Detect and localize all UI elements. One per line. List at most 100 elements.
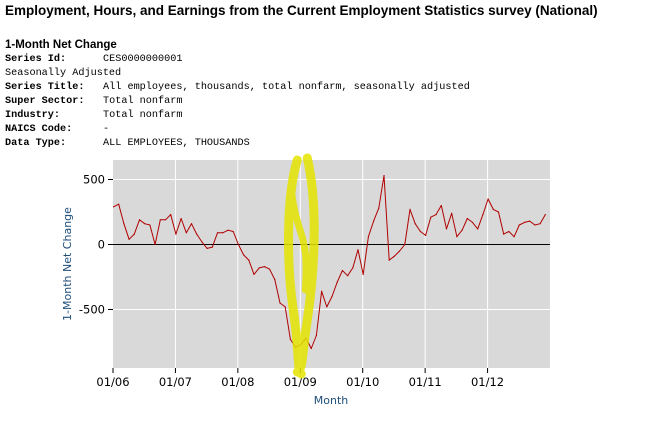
x-tick-label: 01/11: [409, 375, 442, 389]
data-point: [466, 217, 468, 220]
data-point: [175, 233, 177, 235]
series-line: [113, 175, 546, 349]
data-point: [149, 224, 151, 226]
data-point: [201, 241, 203, 243]
plot-area: [113, 160, 550, 368]
industry-row: Industry: Total nonfarm: [5, 109, 470, 123]
data-type-label: Data Type:: [5, 138, 67, 149]
data-point: [237, 243, 239, 246]
naics-code-label: NAICS Code:: [5, 124, 73, 135]
data-point: [487, 198, 489, 200]
data-point: [170, 214, 172, 216]
x-tick-label: 01/09: [284, 375, 317, 389]
data-point: [445, 228, 448, 230]
data-point: [482, 214, 484, 216]
data-point: [523, 221, 526, 223]
data-point: [253, 273, 255, 275]
data-point: [409, 208, 411, 210]
data-point: [497, 211, 500, 213]
data-point: [492, 208, 494, 210]
adjustment-row: Seasonally Adjusted: [5, 67, 470, 81]
data-point: [373, 220, 375, 222]
data-point: [315, 334, 317, 337]
adjustment-text: Seasonally Adjusted: [5, 68, 122, 79]
data-point: [128, 238, 130, 240]
data-point: [263, 266, 265, 268]
data-point: [347, 275, 349, 277]
data-point: [206, 247, 208, 249]
data-point: [477, 228, 479, 230]
data-point: [144, 223, 146, 225]
data-point: [388, 259, 390, 261]
super-sector-label: Super Sector:: [5, 96, 85, 107]
data-point: [471, 221, 474, 223]
highlight-stroke: [287, 186, 310, 294]
data-point: [222, 232, 224, 234]
data-point: [196, 233, 198, 235]
data-point: [138, 219, 141, 221]
data-point: [180, 217, 182, 220]
data-point: [159, 219, 161, 221]
data-point: [336, 281, 338, 283]
data-point: [404, 243, 406, 246]
data-point: [503, 233, 505, 235]
data-point: [508, 230, 510, 233]
data-point: [284, 306, 286, 308]
naics-code-value: -: [103, 124, 110, 135]
data-point: [274, 279, 276, 281]
y-tick-label: -500: [79, 303, 105, 317]
data-point: [456, 236, 458, 238]
series-title-row: Series Title: All employees, thousands, t…: [5, 81, 470, 95]
data-point: [112, 206, 115, 208]
data-point: [529, 220, 531, 222]
data-point: [118, 203, 120, 205]
data-point: [513, 236, 515, 238]
data-point: [393, 255, 396, 257]
gridlines: [113, 160, 550, 368]
data-point: [268, 268, 271, 270]
highlight-annotation: [284, 153, 319, 379]
data-point: [216, 232, 219, 234]
data-point: [518, 224, 520, 226]
data-point: [378, 207, 380, 209]
data-point: [279, 302, 281, 304]
data-point: [211, 246, 213, 248]
data-point: [399, 250, 401, 252]
y-axis: 500 0 -500: [79, 173, 113, 317]
super-sector-row: Super Sector: Total nonfarm: [5, 95, 470, 109]
y-tick-label: 500: [83, 173, 105, 187]
x-tick-label: 01/10: [346, 375, 379, 389]
data-point: [362, 273, 364, 275]
data-point: [185, 232, 187, 234]
data-point: [425, 234, 427, 236]
series-id-label: Series Id:: [5, 54, 67, 65]
industry-value: Total nonfarm: [103, 110, 183, 121]
data-point: [430, 216, 432, 218]
data-point: [154, 243, 156, 246]
data-point: [164, 219, 167, 221]
data-point: [320, 290, 323, 292]
data-point: [419, 230, 422, 233]
data-point: [227, 229, 229, 231]
x-axis-label: Month: [314, 394, 349, 407]
data-point: [190, 223, 193, 225]
data-point: [367, 236, 370, 238]
net-change-chart: 500 0 -500 01/06 01/07 01/08 01/09 01/10 01/11 0…: [61, 153, 550, 407]
industry-label: Industry:: [5, 110, 61, 121]
y-tick-label: 0: [98, 238, 105, 252]
data-point: [440, 204, 442, 207]
series-points: [112, 175, 546, 350]
data-point: [534, 224, 536, 226]
data-point: [461, 229, 463, 231]
x-tick-label: 01/06: [96, 375, 129, 389]
x-tick-label: 01/12: [471, 375, 504, 389]
series-id-value: CES0000000001: [103, 54, 183, 65]
data-point: [123, 223, 125, 225]
x-tick-label: 01/08: [221, 375, 254, 389]
data-point: [414, 223, 416, 225]
data-point: [544, 214, 546, 216]
x-tick-label: 01/07: [159, 375, 192, 389]
data-point: [539, 223, 541, 225]
data-point: [232, 230, 234, 233]
data-point: [451, 212, 453, 214]
